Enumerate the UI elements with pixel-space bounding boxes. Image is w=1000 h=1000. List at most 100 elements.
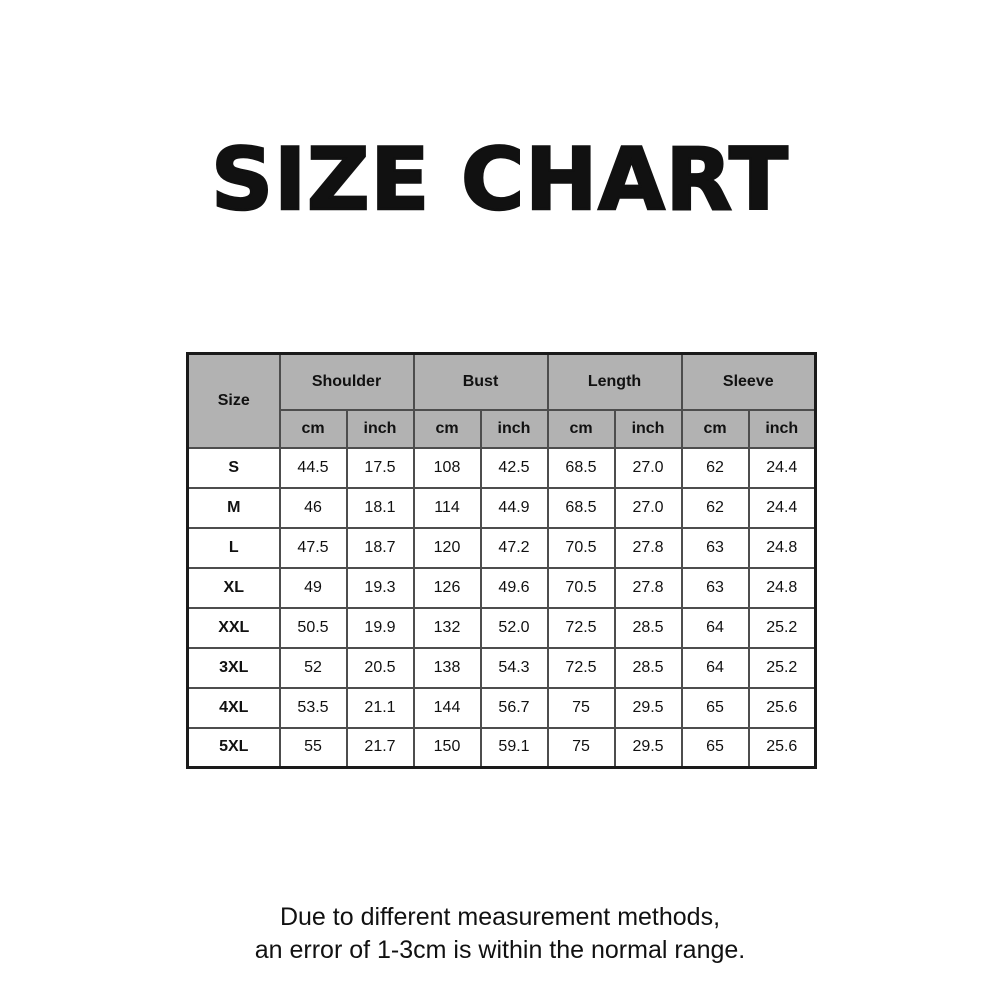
value-cell: 44.5 [278,446,348,489]
size-cell: M [186,486,281,529]
size-cell: 5XL [186,726,281,769]
value-cell: 46 [278,486,348,529]
value-cell: 52.0 [479,606,549,649]
value-cell: 150 [412,726,482,769]
header-group-row: Size Shoulder Bust Length Sleeve [186,352,817,449]
value-cell: 75 [546,726,616,769]
size-cell: 4XL [186,686,281,729]
size-cell: S [186,446,281,489]
value-cell: 62 [680,446,750,489]
group-header-shoulder: Shoulder [278,352,415,411]
value-cell: 64 [680,646,750,689]
measurement-disclaimer: Due to different measurement methods, an… [0,901,1000,967]
value-cell: 24.4 [747,446,817,489]
value-cell: 64 [680,606,750,649]
value-cell: 132 [412,606,482,649]
value-cell: 27.0 [613,446,683,489]
value-cell: 114 [412,486,482,529]
value-cell: 70.5 [546,526,616,569]
corner-header-size: Size [186,352,281,449]
size-table: Size Shoulder Bust Length Sleeve cm inch… [186,352,818,769]
value-cell: 17.5 [345,446,415,489]
value-cell: 59.1 [479,726,549,769]
value-cell: 75 [546,686,616,729]
value-cell: 49 [278,566,348,609]
value-cell: 27.8 [613,526,683,569]
size-table-body: S 44.5 17.5 108 42.5 68.5 27.0 62 24.4 M 46 18.1 114… [186,446,817,769]
value-cell: 54.3 [479,646,549,689]
unit-header: inch [479,408,549,449]
value-cell: 68.5 [546,446,616,489]
value-cell: 25.2 [747,646,817,689]
value-cell: 28.5 [613,606,683,649]
value-cell: 49.6 [479,566,549,609]
disclaimer-line-1: Due to different measurement methods, [279,903,721,931]
value-cell: 27.8 [613,566,683,609]
size-cell: 3XL [186,646,281,689]
table-row: M 46 18.1 114 44.9 68.5 27.0 62 24.4 [186,486,817,529]
value-cell: 55 [278,726,348,769]
value-cell: 144 [412,686,482,729]
value-cell: 25.2 [747,606,817,649]
value-cell: 27.0 [613,486,683,529]
table-row: S 44.5 17.5 108 42.5 68.5 27.0 62 24.4 [186,446,817,489]
table-row: XL 49 19.3 126 49.6 70.5 27.8 63 24.8 [186,566,817,609]
table-row: L 47.5 18.7 120 47.2 70.5 27.8 63 24.8 [186,526,817,569]
value-cell: 18.7 [345,526,415,569]
value-cell: 24.8 [747,566,817,609]
value-cell: 62 [680,486,750,529]
value-cell: 138 [412,646,482,689]
value-cell: 65 [680,726,750,769]
page-title: SIZE CHART [210,129,789,232]
value-cell: 28.5 [613,646,683,689]
value-cell: 56.7 [479,686,549,729]
table-row: XXL 50.5 19.9 132 52.0 72.5 28.5 64 25.2 [186,606,817,649]
table-row: 5XL 55 21.7 150 59.1 75 29.5 65 25.6 [186,726,817,769]
value-cell: 108 [412,446,482,489]
table-row: 3XL 52 20.5 138 54.3 72.5 28.5 64 25.2 [186,646,817,689]
value-cell: 19.3 [345,566,415,609]
value-cell: 18.1 [345,486,415,529]
unit-header: inch [747,408,817,449]
value-cell: 126 [412,566,482,609]
unit-header: cm [412,408,482,449]
value-cell: 120 [412,526,482,569]
value-cell: 63 [680,526,750,569]
disclaimer-line-2: an error of 1-3cm is within the normal r… [254,936,746,964]
group-header-length: Length [546,352,683,411]
value-cell: 53.5 [278,686,348,729]
unit-header: inch [613,408,683,449]
value-cell: 42.5 [479,446,549,489]
size-cell: L [186,526,281,569]
unit-header: inch [345,408,415,449]
value-cell: 70.5 [546,566,616,609]
group-header-bust: Bust [412,352,549,411]
value-cell: 29.5 [613,726,683,769]
value-cell: 19.9 [345,606,415,649]
value-cell: 29.5 [613,686,683,729]
value-cell: 25.6 [747,726,817,769]
unit-header: cm [278,408,348,449]
size-cell: XXL [186,606,281,649]
unit-header: cm [680,408,750,449]
value-cell: 72.5 [546,606,616,649]
size-cell: XL [186,566,281,609]
value-cell: 52 [278,646,348,689]
value-cell: 25.6 [747,686,817,729]
table-row: 4XL 53.5 21.1 144 56.7 75 29.5 65 25.6 [186,686,817,729]
value-cell: 65 [680,686,750,729]
value-cell: 24.8 [747,526,817,569]
value-cell: 72.5 [546,646,616,689]
value-cell: 20.5 [345,646,415,689]
value-cell: 63 [680,566,750,609]
value-cell: 24.4 [747,486,817,529]
value-cell: 21.7 [345,726,415,769]
value-cell: 44.9 [479,486,549,529]
value-cell: 47.5 [278,526,348,569]
value-cell: 47.2 [479,526,549,569]
group-header-sleeve: Sleeve [680,352,817,411]
header-unit-row: cm inch cm inch cm inch cm inch [188,408,817,449]
value-cell: 21.1 [345,686,415,729]
unit-header: cm [546,408,616,449]
value-cell: 68.5 [546,486,616,529]
